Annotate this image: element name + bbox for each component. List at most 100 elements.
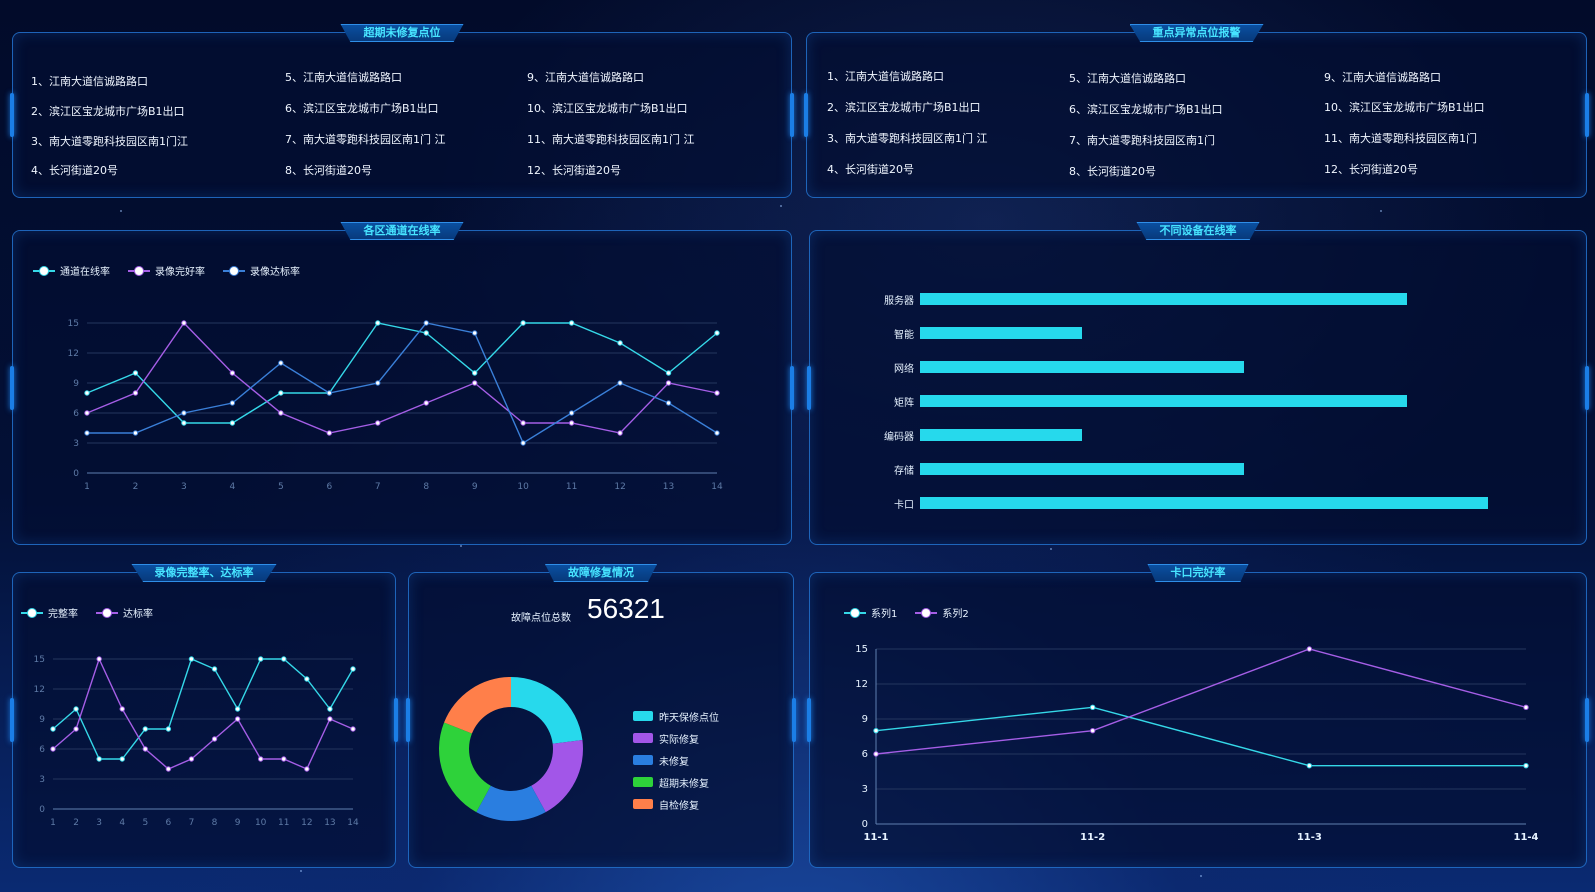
data-point[interactable] [211,666,218,672]
point-list-item[interactable]: 6、滨江区宝龙城市广场B1出口 [1069,103,1223,116]
data-point[interactable] [181,320,187,326]
data-point[interactable] [181,410,187,416]
data-point[interactable] [229,420,236,426]
point-list-item[interactable]: 5、江南大道信诚路路口 [1069,72,1186,85]
data-point[interactable] [568,410,575,416]
data-point[interactable] [96,656,102,662]
data-point[interactable] [520,440,526,446]
point-list-item[interactable]: 3、南大道零跑科技园区南1门 江 [827,132,988,145]
legend-item[interactable]: 录像完好率 [128,263,205,278]
device-bar[interactable] [920,327,1083,339]
data-point[interactable] [375,320,381,326]
device-bar[interactable] [920,429,1083,441]
data-point[interactable] [1523,762,1529,769]
data-point[interactable] [471,330,478,336]
data-point[interactable] [50,726,56,732]
data-point[interactable] [1523,704,1529,711]
data-point[interactable] [257,656,264,662]
point-list-item[interactable]: 1、江南大道信诚路路口 [31,75,148,88]
device-bar[interactable] [920,497,1488,509]
device-bar[interactable] [920,361,1245,373]
data-point[interactable] [119,756,125,762]
data-point[interactable] [714,330,720,336]
point-list-item[interactable]: 9、江南大道信诚路路口 [527,71,644,84]
data-point[interactable] [84,410,90,416]
data-point[interactable] [423,320,429,326]
data-point[interactable] [304,766,310,772]
data-point[interactable] [471,370,478,376]
legend-item[interactable]: 达标率 [96,605,153,620]
data-point[interactable] [520,320,526,326]
data-point[interactable] [520,420,526,426]
data-point[interactable] [84,390,90,396]
pie-legend-item[interactable]: 超期未修复 [633,771,719,793]
data-point[interactable] [568,420,575,426]
pie-legend-item[interactable]: 昨天保修点位 [633,705,719,727]
data-point[interactable] [873,727,879,734]
data-point[interactable] [281,656,287,662]
point-list-item[interactable]: 12、长河街道20号 [527,164,621,177]
donut-slice[interactable] [511,677,583,744]
point-list-item[interactable]: 9、江南大道信诚路路口 [1324,71,1441,84]
data-point[interactable] [1306,646,1313,652]
data-point[interactable] [73,726,79,732]
data-point[interactable] [181,420,187,426]
point-list-item[interactable]: 8、长河街道20号 [1069,165,1156,178]
data-point[interactable] [84,430,90,436]
data-point[interactable] [1089,704,1096,711]
pie-legend-item[interactable]: 未修复 [633,749,719,771]
data-point[interactable] [375,380,381,386]
point-list-item[interactable]: 8、长河街道20号 [285,164,372,177]
data-point[interactable] [617,380,623,386]
data-point[interactable] [234,706,241,712]
data-point[interactable] [327,716,333,722]
pie-legend-item[interactable]: 自检修复 [633,793,719,815]
data-point[interactable] [188,656,195,662]
data-point[interactable] [234,716,241,722]
data-point[interactable] [617,340,623,346]
data-point[interactable] [665,370,672,376]
device-bar[interactable] [920,293,1407,305]
data-point[interactable] [278,390,284,396]
data-point[interactable] [132,370,139,376]
data-point[interactable] [714,390,720,396]
data-point[interactable] [375,420,381,426]
data-point[interactable] [257,756,264,762]
data-point[interactable] [350,726,356,732]
point-list-item[interactable]: 2、滨江区宝龙城市广场B1出口 [827,101,981,114]
data-point[interactable] [423,330,429,336]
data-point[interactable] [568,320,575,326]
point-list-item[interactable]: 10、滨江区宝龙城市广场B1出口 [1324,101,1485,114]
point-list-item[interactable]: 5、江南大道信诚路路口 [285,71,402,84]
point-list-item[interactable]: 7、南大道零跑科技园区南1门 江 [285,133,446,146]
legend-item[interactable]: 通道在线率 [33,263,110,278]
data-point[interactable] [714,430,720,436]
data-point[interactable] [132,430,139,436]
data-point[interactable] [119,706,125,712]
data-point[interactable] [327,706,333,712]
data-point[interactable] [665,380,672,386]
data-point[interactable] [304,676,310,682]
data-point[interactable] [326,390,333,396]
data-point[interactable] [188,756,195,762]
point-list-item[interactable]: 11、南大道零跑科技园区南1门 [1324,132,1477,145]
data-point[interactable] [278,410,284,416]
donut-slice[interactable] [476,785,546,821]
data-point[interactable] [165,766,172,772]
data-point[interactable] [132,390,139,396]
legend-item[interactable]: 录像达标率 [223,263,300,278]
device-bar[interactable] [920,463,1245,475]
point-list-item[interactable]: 10、滨江区宝龙城市广场B1出口 [527,102,688,115]
data-point[interactable] [73,706,79,712]
pie-legend-item[interactable]: 实际修复 [633,727,719,749]
donut-slice[interactable] [444,677,511,734]
data-point[interactable] [229,400,236,406]
data-point[interactable] [281,756,287,762]
data-point[interactable] [665,400,672,406]
point-list-item[interactable]: 3、南大道零跑科技园区南1门江 [31,135,188,148]
legend-item[interactable]: 完整率 [21,605,78,620]
data-point[interactable] [1089,727,1096,734]
point-list-item[interactable]: 1、江南大道信诚路路口 [827,70,944,83]
point-list-item[interactable]: 4、长河街道20号 [827,163,914,176]
point-list-item[interactable]: 6、滨江区宝龙城市广场B1出口 [285,102,439,115]
